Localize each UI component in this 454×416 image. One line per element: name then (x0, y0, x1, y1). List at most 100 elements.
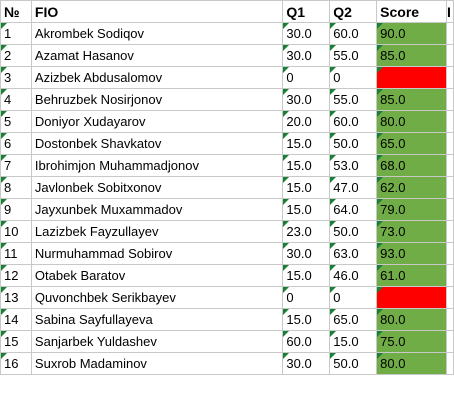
cell-num[interactable]: 5 (0, 110, 32, 133)
cell-num[interactable]: 16 (0, 352, 32, 375)
cell-num[interactable]: 9 (0, 198, 32, 221)
cell-q2[interactable]: 63.0 (329, 242, 378, 265)
cell-num[interactable]: 1 (0, 22, 32, 45)
cell-fio[interactable]: Dostonbek Shavkatov (30, 132, 284, 155)
cell-q2[interactable]: 0 (329, 66, 378, 89)
header-cell-fio[interactable]: FIO (30, 0, 284, 23)
cell-num[interactable]: 12 (0, 264, 32, 287)
cell-q1[interactable]: 15.0 (282, 308, 331, 331)
cell-fio[interactable]: Sabina Sayfullayeva (30, 308, 284, 331)
cell-fio[interactable]: Otabek Baratov (30, 264, 284, 287)
cell-num[interactable]: 13 (0, 286, 32, 309)
cell-num[interactable]: 10 (0, 220, 32, 243)
cell-score[interactable]: 80.0 (376, 352, 447, 375)
cell-num[interactable]: 2 (0, 44, 32, 67)
cell-fio[interactable]: Doniyor Xudayarov (30, 110, 284, 133)
cell-score[interactable]: 85.0 (376, 44, 447, 67)
cell-extra[interactable] (445, 352, 454, 375)
cell-q1[interactable]: 15.0 (282, 176, 331, 199)
cell-num[interactable]: 6 (0, 132, 32, 155)
cell-num[interactable]: 4 (0, 88, 32, 111)
cell-num[interactable]: 14 (0, 308, 32, 331)
cell-q2[interactable]: 64.0 (329, 198, 378, 221)
cell-score[interactable]: 80.0 (376, 110, 447, 133)
cell-fio[interactable]: Lazizbek Fayzullayev (30, 220, 284, 243)
cell-q2[interactable]: 47.0 (329, 176, 378, 199)
cell-extra[interactable] (445, 88, 454, 111)
cell-q1[interactable]: 20.0 (282, 110, 331, 133)
header-cell-extra[interactable]: I (445, 0, 454, 23)
cell-score[interactable]: 0 (376, 66, 447, 89)
cell-fio[interactable]: Nurmuhammad Sobirov (30, 242, 284, 265)
cell-fio[interactable]: Sanjarbek Yuldashev (30, 330, 284, 353)
cell-q2[interactable]: 65.0 (329, 308, 378, 331)
cell-q2[interactable]: 0 (329, 286, 378, 309)
cell-score[interactable]: 61.0 (376, 264, 447, 287)
cell-q2[interactable]: 50.0 (329, 132, 378, 155)
cell-q2[interactable]: 15.0 (329, 330, 378, 353)
cell-extra[interactable] (445, 286, 454, 309)
cell-num[interactable]: 8 (0, 176, 32, 199)
cell-fio[interactable]: Quvonchbek Serikbayev (30, 286, 284, 309)
cell-fio[interactable]: Akrombek Sodiqov (30, 22, 284, 45)
cell-num[interactable]: 11 (0, 242, 32, 265)
cell-q1[interactable]: 0 (282, 66, 331, 89)
header-cell-q1[interactable]: Q1 (282, 0, 331, 23)
cell-score[interactable]: 93.0 (376, 242, 447, 265)
cell-extra[interactable] (445, 176, 454, 199)
cell-extra[interactable] (445, 330, 454, 353)
cell-fio[interactable]: Javlonbek Sobitxonov (30, 176, 284, 199)
cell-q1[interactable]: 23.0 (282, 220, 331, 243)
cell-q1[interactable]: 30.0 (282, 88, 331, 111)
cell-q1[interactable]: 15.0 (282, 264, 331, 287)
cell-q1[interactable]: 30.0 (282, 352, 331, 375)
cell-num[interactable]: 15 (0, 330, 32, 353)
cell-extra[interactable] (445, 22, 454, 45)
cell-score[interactable]: 65.0 (376, 132, 447, 155)
cell-score[interactable]: 75.0 (376, 330, 447, 353)
cell-score[interactable]: 80.0 (376, 308, 447, 331)
cell-extra[interactable] (445, 66, 454, 89)
cell-q1[interactable]: 60.0 (282, 330, 331, 353)
cell-q2[interactable]: 50.0 (329, 352, 378, 375)
cell-fio[interactable]: Jayxunbek Muxammadov (30, 198, 284, 221)
cell-q1[interactable]: 30.0 (282, 22, 331, 45)
cell-score[interactable]: 73.0 (376, 220, 447, 243)
cell-extra[interactable] (445, 110, 454, 133)
cell-q2[interactable]: 55.0 (329, 44, 378, 67)
cell-score[interactable]: 0 (376, 286, 447, 309)
cell-extra[interactable] (445, 44, 454, 67)
cell-extra[interactable] (445, 264, 454, 287)
cell-score[interactable]: 79.0 (376, 198, 447, 221)
cell-fio[interactable]: Azizbek Abdusalomov (30, 66, 284, 89)
cell-q2[interactable]: 50.0 (329, 220, 378, 243)
cell-num[interactable]: 3 (0, 66, 32, 89)
cell-q2[interactable]: 55.0 (329, 88, 378, 111)
cell-q2[interactable]: 46.0 (329, 264, 378, 287)
cell-fio[interactable]: Azamat Hasanov (30, 44, 284, 67)
cell-score[interactable]: 90.0 (376, 22, 447, 45)
cell-extra[interactable] (445, 198, 454, 221)
cell-extra[interactable] (445, 308, 454, 331)
header-cell-score[interactable]: Score (376, 0, 447, 23)
cell-extra[interactable] (445, 132, 454, 155)
cell-score[interactable]: 62.0 (376, 176, 447, 199)
cell-num[interactable]: 7 (0, 154, 32, 177)
header-cell-q2[interactable]: Q2 (329, 0, 378, 23)
cell-q1[interactable]: 30.0 (282, 242, 331, 265)
cell-q1[interactable]: 0 (282, 286, 331, 309)
cell-score[interactable]: 85.0 (376, 88, 447, 111)
cell-q1[interactable]: 30.0 (282, 44, 331, 67)
cell-q2[interactable]: 60.0 (329, 22, 378, 45)
cell-fio[interactable]: Ibrohimjon Muhammadjonov (30, 154, 284, 177)
cell-fio[interactable]: Behruzbek Nosirjonov (30, 88, 284, 111)
cell-q1[interactable]: 15.0 (282, 154, 331, 177)
cell-score[interactable]: 68.0 (376, 154, 447, 177)
cell-q2[interactable]: 60.0 (329, 110, 378, 133)
cell-extra[interactable] (445, 242, 454, 265)
cell-q1[interactable]: 15.0 (282, 132, 331, 155)
cell-extra[interactable] (445, 220, 454, 243)
cell-extra[interactable] (445, 154, 454, 177)
header-cell-num[interactable]: № (0, 0, 32, 23)
cell-fio[interactable]: Suxrob Madaminov (30, 352, 284, 375)
